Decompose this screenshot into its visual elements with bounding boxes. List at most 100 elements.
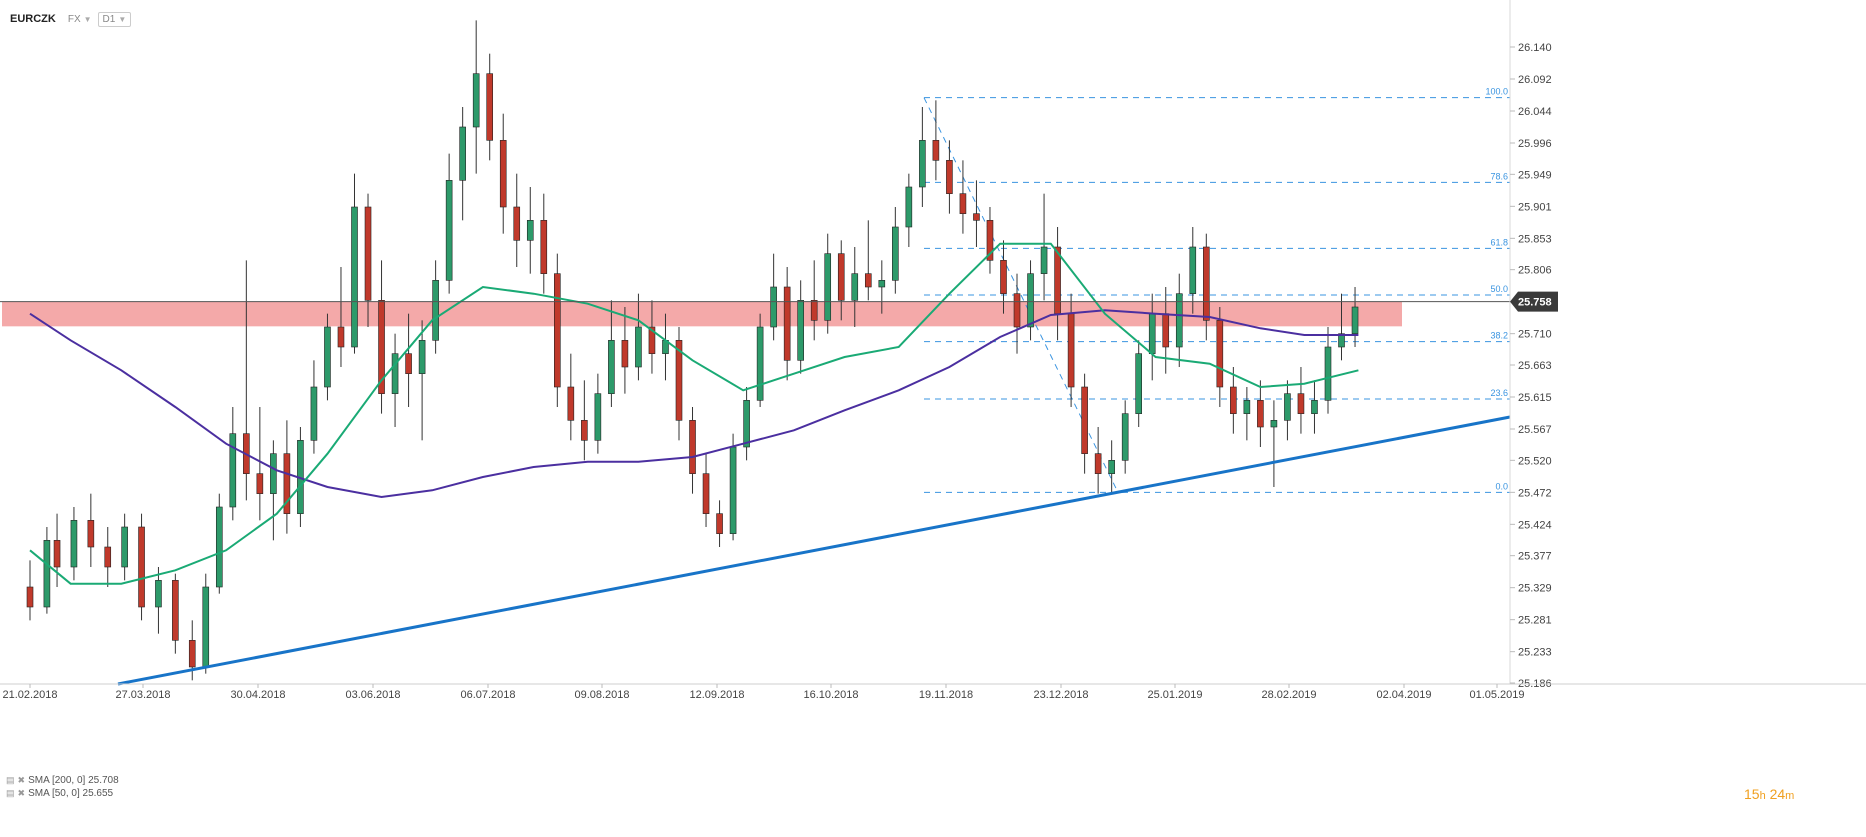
indicator-row[interactable]: ▤ ✖ SMA [200, 0] 25.708 — [6, 774, 119, 787]
timer-minutes: 24 — [1769, 786, 1786, 802]
candle-body — [104, 546, 112, 568]
candle-body — [499, 140, 507, 208]
candle-body — [689, 420, 696, 474]
fib-level-label: 23.6 — [1490, 388, 1508, 398]
candle-body — [851, 273, 859, 301]
candle-body — [472, 73, 480, 128]
candle-body — [635, 326, 642, 368]
candle-body — [155, 580, 162, 608]
candle-body — [270, 453, 277, 494]
candle-body — [648, 326, 656, 354]
interval-label: D1 — [102, 13, 116, 25]
price-tick-label: 25.329 — [1518, 583, 1552, 595]
candle-body — [87, 520, 95, 548]
price-tick-label: 25.615 — [1518, 392, 1552, 404]
resistance-zone — [2, 301, 1402, 327]
close-icon[interactable]: ✖ — [17, 775, 26, 785]
candle-body — [702, 473, 710, 514]
candle-body — [1230, 386, 1237, 414]
close-icon[interactable]: ✖ — [17, 788, 26, 798]
interval-dropdown[interactable]: D1 ▼ — [97, 11, 132, 27]
price-tick-label: 25.806 — [1518, 265, 1552, 277]
price-tick-label: 25.853 — [1518, 233, 1552, 245]
candle-body — [459, 126, 466, 181]
time-tick-label: 02.04.2019 — [1376, 689, 1431, 701]
candle-body — [1013, 293, 1021, 328]
price-tick-label: 25.233 — [1518, 647, 1552, 659]
candle-body — [973, 213, 980, 221]
candlestick-series — [26, 20, 1359, 681]
candle-body — [486, 73, 494, 141]
indicator-row[interactable]: ▤ ✖ SMA [50, 0] 25.655 — [6, 787, 119, 800]
candle-body — [324, 326, 331, 388]
candle-body — [364, 206, 372, 301]
candle-body — [1216, 320, 1224, 388]
time-tick-label: 30.04.2018 — [230, 689, 285, 701]
candle-body — [905, 186, 913, 228]
time-tick-label: 23.12.2018 — [1033, 689, 1088, 701]
symbol-label: EURCZK — [10, 13, 56, 25]
candle-body — [919, 140, 926, 188]
candle-body — [1324, 346, 1332, 401]
candle-body — [716, 513, 723, 534]
price-tick-label: 25.663 — [1518, 360, 1552, 372]
price-tick-label: 25.472 — [1518, 487, 1552, 499]
time-tick-label: 28.02.2019 — [1261, 689, 1316, 701]
chevron-down-icon: ▼ — [118, 14, 127, 24]
time-axis[interactable]: 21.02.2018 27.03.2018 30.04.2018 03.06.2018… — [0, 683, 1866, 701]
timer-hours-unit: h — [1759, 790, 1766, 802]
candle-body — [892, 226, 899, 281]
trendline[interactable] — [117, 415, 1511, 686]
candle-body — [70, 520, 78, 568]
last-price-tag: 25.758 — [1510, 291, 1558, 312]
candle-body — [1297, 393, 1305, 414]
candle-body — [1203, 246, 1210, 321]
price-axis[interactable]: 26.140 26.092 26.044 25.996 25.949 25.901 25.8… — [1509, 0, 1552, 690]
time-tick-label: 21.02.2018 — [2, 689, 57, 701]
candle-body — [43, 540, 51, 608]
candle-body — [310, 386, 318, 441]
chevron-down-icon: ▼ — [83, 14, 92, 24]
candle-body — [864, 273, 872, 288]
price-tick-label: 25.567 — [1518, 424, 1552, 436]
price-tick-label: 25.949 — [1518, 169, 1552, 181]
candle-body — [53, 540, 61, 568]
candle-body — [1162, 313, 1170, 348]
grid-lines — [0, 0, 1510, 680]
time-tick-label: 16.10.2018 — [803, 689, 858, 701]
candle-body — [540, 220, 548, 274]
price-tick-label: 25.377 — [1518, 551, 1552, 563]
candle-body — [526, 220, 534, 241]
price-tick-label: 25.424 — [1518, 519, 1552, 531]
candle-body — [1094, 453, 1102, 474]
candle-countdown: 15h 24m — [1744, 786, 1794, 802]
time-tick-label: 01.05.2019 — [1469, 689, 1524, 701]
fib-level-label: 0.0 — [1495, 481, 1508, 491]
candle-body — [1189, 246, 1197, 294]
price-tick-label: 26.092 — [1518, 74, 1552, 86]
candle-body — [405, 353, 412, 374]
market-label: FX — [67, 13, 81, 25]
candle-body — [554, 273, 561, 388]
candle-body — [138, 526, 145, 608]
candle-body — [567, 386, 575, 421]
price-tick-label: 25.520 — [1518, 455, 1552, 467]
candle-body — [1040, 246, 1048, 274]
time-tick-label: 25.01.2019 — [1147, 689, 1202, 701]
market-dropdown[interactable]: FX ▼ — [68, 14, 92, 25]
time-tick-label: 19.11.2018 — [919, 689, 973, 701]
candle-body — [172, 580, 179, 641]
indicator-label: SMA [200, 0] 25.708 — [28, 775, 119, 786]
settings-icon[interactable]: ▤ — [6, 775, 15, 785]
sma200-line — [29, 309, 1359, 499]
candle-body — [1311, 400, 1318, 414]
candle-body — [986, 220, 994, 261]
chart-header: EURCZK FX ▼ D1 ▼ — [10, 10, 132, 28]
candle-body — [1067, 313, 1075, 388]
fib-level-label: 50.0 — [1490, 284, 1508, 294]
candle-body — [256, 473, 264, 494]
timer-minutes-unit: m — [1785, 790, 1795, 802]
candle-body — [121, 526, 128, 568]
settings-icon[interactable]: ▤ — [6, 788, 15, 798]
